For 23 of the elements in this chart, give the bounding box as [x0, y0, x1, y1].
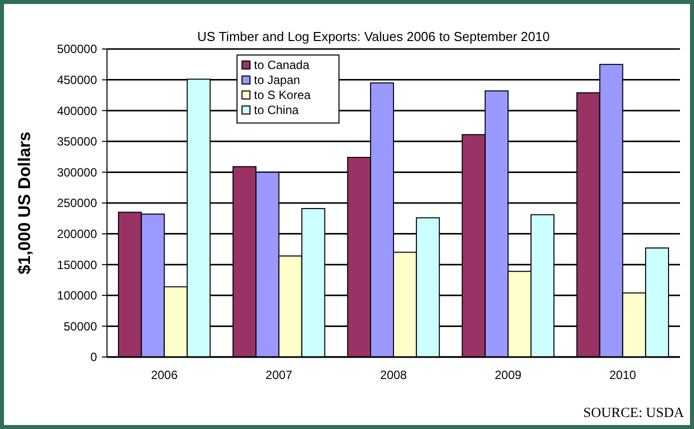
- legend-label: to China: [254, 103, 300, 117]
- legend-label: to Canada: [254, 58, 310, 72]
- chart-title: US Timber and Log Exports: Values 2006 to September 2010: [197, 29, 550, 44]
- y-tick-label: 50000: [64, 319, 98, 334]
- y-tick-label: 400000: [56, 104, 98, 118]
- x-tick-label: 2008: [380, 368, 408, 382]
- y-tick-label: 150000: [56, 258, 98, 272]
- x-tick-label: 2010: [609, 368, 636, 382]
- y-tick-label: 350000: [56, 134, 98, 149]
- y-tick-label: 450000: [56, 73, 98, 87]
- x-tick-label: 2009: [494, 368, 522, 382]
- y-tick-label: 100000: [56, 288, 98, 303]
- y-tick-label: 300000: [56, 165, 98, 180]
- legend-label: to S Korea: [254, 88, 312, 102]
- x-tick-label: 2006: [150, 368, 178, 382]
- y-tick-label: 250000: [56, 196, 98, 210]
- source-note: SOURCE: USDA: [583, 406, 685, 421]
- y-tick-label: 200000: [56, 227, 98, 241]
- x-tick-label: 2007: [266, 368, 293, 382]
- legend-label: to Japan: [254, 73, 300, 87]
- y-tick-label: 0: [90, 350, 98, 364]
- y-axis-title: $1,000 US Dollars: [15, 132, 34, 274]
- y-tick-label: 500000: [56, 42, 98, 56]
